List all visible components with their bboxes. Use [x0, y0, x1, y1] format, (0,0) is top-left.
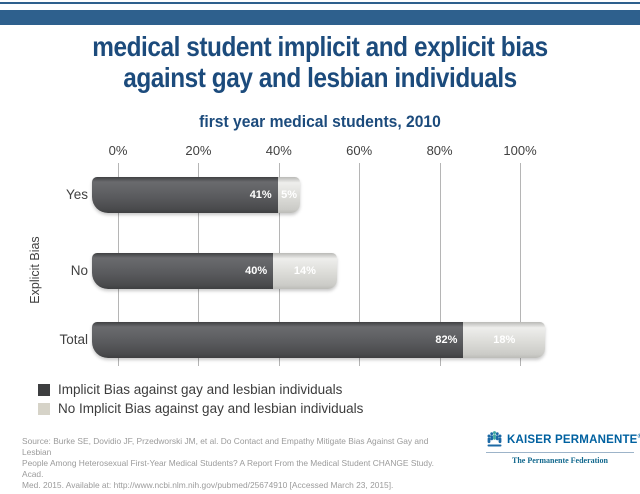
bar-segment-implicit: 40%: [92, 253, 274, 289]
x-tick-label: 0%: [108, 143, 128, 158]
bar-value-label: 41%: [249, 189, 272, 201]
x-tick-label: 60%: [346, 143, 373, 158]
bar-segment-no-implicit: 5%: [277, 177, 301, 213]
gridline: [439, 163, 441, 366]
top-border-rule: [0, 2, 640, 4]
legend-item: No Implicit Bias against gay and lesbian…: [38, 400, 363, 417]
bar-yes: 41% 5%: [92, 177, 301, 213]
legend-item: Implicit Bias against gay and lesbian in…: [38, 381, 363, 398]
source-citation: Source: Burke SE, Dovidio JF, Przedworsk…: [22, 436, 442, 491]
kp-logo-row: KAISER PERMANENTE®: [486, 431, 640, 448]
kp-logo-divider: [486, 452, 634, 453]
source-line: Source: Burke SE, Dovidio JF, Przedworsk…: [22, 436, 429, 457]
bar-segment-no-implicit: 18%: [463, 322, 545, 358]
category-label-total: Total: [59, 332, 88, 347]
bar-value-label: 18%: [493, 334, 516, 346]
registered-mark: ®: [637, 433, 640, 440]
legend-label: No Implicit Bias against gay and lesbian…: [58, 401, 364, 416]
page-title-line1: medical student implicit and explicit bi…: [92, 31, 548, 62]
category-label-no: No: [70, 263, 88, 278]
bar-segment-no-implicit: 14%: [273, 253, 337, 289]
kp-brand-name: KAISER PERMANENTE®: [507, 434, 640, 446]
legend-label: Implicit Bias against gay and lesbian in…: [58, 382, 343, 397]
bar-value-label: 5%: [281, 189, 297, 201]
category-label-yes: Yes: [65, 187, 88, 202]
bar-value-label: 14%: [293, 265, 316, 277]
source-line: Med. 2015. Available at: http://www.ncbi…: [22, 480, 394, 490]
x-tick-label: 100%: [503, 143, 537, 158]
x-tick-label: 20%: [185, 143, 212, 158]
x-tick-label: 40%: [265, 143, 292, 158]
gridline: [359, 163, 361, 366]
kp-brand-text: KAISER PERMANENTE: [507, 433, 638, 446]
legend-swatch-icon: [38, 402, 50, 415]
legend-swatch-icon: [38, 383, 50, 396]
bar-segment-implicit: 41%: [92, 177, 278, 213]
header-band: [0, 10, 640, 25]
page-title-line2: against gay and lesbian individuals: [123, 62, 517, 93]
gridline: [520, 163, 521, 366]
kp-tagline: The Permanente Federation: [512, 456, 608, 465]
bar-value-label: 40%: [245, 265, 268, 277]
bar-value-label: 82%: [435, 334, 458, 346]
x-tick-label: 80%: [426, 143, 453, 158]
chart-legend: Implicit Bias against gay and lesbian in…: [38, 381, 363, 419]
page-title: medical student implicit and explicit bi…: [42, 31, 599, 93]
bar-segment-implicit: 82%: [92, 322, 464, 358]
bar-total: 82% 18%: [92, 322, 545, 358]
source-line: People Among Heterosexual First-Year Med…: [22, 458, 434, 479]
kaiser-permanente-logo: KAISER PERMANENTE® The Permanente Federa…: [486, 431, 640, 465]
bar-no: 40% 14%: [92, 253, 337, 289]
chart-subtitle: first year medical students, 2010: [199, 112, 441, 131]
kp-people-icon: [487, 431, 502, 447]
